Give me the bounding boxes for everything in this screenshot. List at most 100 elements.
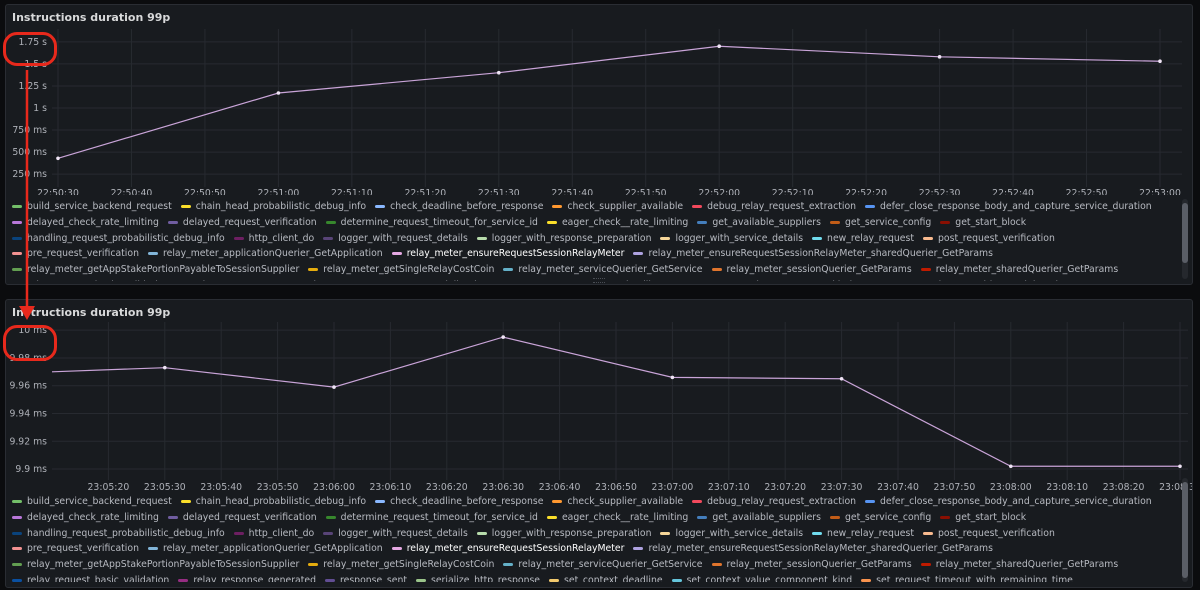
legend-item[interactable]: relay_response_generated [178,573,316,582]
legend-item[interactable]: relay_request_basic_validation [12,278,169,281]
legend-item[interactable]: defer_close_response_body_and_capture_se… [865,199,1152,215]
legend-item[interactable]: relay_meter_ensureRequestSessionRelayMet… [633,246,993,262]
legend-item[interactable]: determine_request_timeout_for_service_id [325,510,538,526]
data-point[interactable] [937,55,942,59]
legend-item[interactable]: delayed_check_rate_limiting [12,215,159,231]
legend-item[interactable]: relay_meter_sessionQuerier_GetParams [711,262,912,278]
legend-item[interactable]: relay_meter_getAppStakePortionPayableToS… [12,262,299,278]
legend-scrollbar-thumb[interactable] [1182,482,1188,578]
legend-item[interactable]: relay_meter_serviceQuerier_GetService [503,262,703,278]
legend-item[interactable]: get_start_block [940,215,1026,231]
legend-item[interactable]: relay_response_generated [178,278,316,281]
legend-item[interactable]: relay_meter_serviceQuerier_GetService [503,557,703,573]
legend-scrollbar-thumb[interactable] [1182,203,1188,263]
data-point[interactable] [1158,59,1162,64]
legend-item[interactable]: pre_request_verification [12,541,139,557]
legend-item[interactable]: relay_meter_applicationQuerier_GetApplic… [147,246,383,262]
legend-item[interactable]: relay_meter_sharedQuerier_GetParams [920,262,1118,278]
data-point[interactable] [163,365,167,370]
legend-item[interactable]: get_service_config [829,215,931,231]
panel-title[interactable]: Instructions duration 99p [12,11,171,24]
legend-item[interactable]: check_deadline_before_response [375,494,543,510]
legend-item[interactable]: response_sent [325,573,407,582]
legend-item[interactable]: relay_meter_getAppStakePortionPayableToS… [12,557,299,573]
data-point[interactable] [1009,464,1013,469]
series-line[interactable] [57,45,1161,159]
data-point[interactable] [497,70,501,75]
legend-item[interactable]: delayed_request_verification [167,510,317,526]
legend-item[interactable]: check_supplier_available [552,199,683,215]
panel-title[interactable]: Instructions duration 99p [12,306,171,319]
legend-item[interactable]: relay_meter_ensureRequestSessionRelayMet… [633,541,993,557]
legend-item[interactable]: check_supplier_available [552,494,683,510]
series-line[interactable] [51,336,1180,467]
legend-item[interactable]: defer_close_response_body_and_capture_se… [865,494,1152,510]
data-point[interactable] [717,44,721,49]
legend-item[interactable]: logger_with_request_details [323,526,468,542]
legend-item[interactable]: set_request_timeout_with_remaining_time [861,573,1073,582]
legend-item[interactable]: relay_meter_ensureRequestSessionRelayMet… [391,541,624,557]
legend-item[interactable]: debug_relay_request_extraction [692,494,856,510]
legend-item[interactable]: determine_request_timeout_for_service_id [325,215,538,231]
legend-item[interactable]: get_start_block [940,510,1026,526]
legend-item[interactable]: chain_head_probabilistic_debug_info [180,199,366,215]
legend-scrollbar[interactable] [1182,199,1188,279]
legend-swatch [920,268,931,272]
legend-item[interactable]: logger_with_service_details [660,526,803,542]
legend-item[interactable]: set_context_deadline [549,278,663,281]
legend-item[interactable]: eager_check__rate_limiting [546,510,688,526]
resize-handle[interactable] [593,278,605,283]
legend-item[interactable]: relay_meter_applicationQuerier_GetApplic… [147,541,383,557]
y-tick-label: 500 ms [12,147,47,158]
legend-item[interactable]: handling_request_probabilistic_debug_inf… [12,231,225,247]
data-point[interactable] [839,376,844,381]
legend-item[interactable]: handling_request_probabilistic_debug_inf… [12,526,225,542]
data-point[interactable] [56,156,60,161]
legend-item[interactable]: get_service_config [829,510,931,526]
legend-item[interactable]: logger_with_request_details [323,231,468,247]
legend-item[interactable]: response_sent [325,278,407,281]
y-tick-label: 9.9 ms [15,464,47,475]
legend-item[interactable]: logger_with_response_preparation [476,526,651,542]
legend-item[interactable]: relay_meter_getSingleRelayCostCoin [308,557,494,573]
legend-item[interactable]: serialize_http_response [415,573,540,582]
legend-item[interactable]: get_available_suppliers [697,510,821,526]
legend-item[interactable]: delayed_request_verification [167,215,317,231]
legend-item[interactable]: logger_with_service_details [660,231,803,247]
legend-item[interactable]: set_context_deadline [549,573,663,582]
legend-item[interactable]: set_request_timeout_with_remaining_time [861,278,1073,281]
legend-item[interactable]: relay_meter_sessionQuerier_GetParams [711,557,912,573]
legend-item[interactable]: eager_check__rate_limiting [546,215,688,231]
legend-item[interactable]: set_context_value_component_kind [672,278,853,281]
legend-item[interactable]: http_client_do [233,526,314,542]
legend-item[interactable]: debug_relay_request_extraction [692,199,856,215]
legend-item[interactable]: post_request_verification [923,231,1055,247]
legend-item[interactable]: logger_with_response_preparation [476,231,651,247]
legend-item[interactable]: relay_meter_ensureRequestSessionRelayMet… [391,246,624,262]
data-point[interactable] [670,375,675,380]
legend-item[interactable]: new_relay_request [812,526,914,542]
data-point[interactable] [501,335,506,339]
data-point[interactable] [276,91,281,95]
legend-item[interactable]: delayed_check_rate_limiting [12,510,159,526]
legend-swatch [920,563,931,567]
legend-item[interactable]: build_service_backend_request [12,199,172,215]
data-point[interactable] [1178,464,1182,469]
legend-item[interactable]: relay_request_basic_validation [12,573,169,582]
legend-item[interactable]: get_available_suppliers [697,215,821,231]
legend-item[interactable]: check_deadline_before_response [375,199,543,215]
legend-item[interactable]: relay_meter_getSingleRelayCostCoin [308,262,494,278]
legend-item[interactable]: relay_meter_sharedQuerier_GetParams [920,557,1118,573]
legend-item[interactable]: set_context_value_component_kind [671,573,852,582]
legend-item[interactable]: pre_request_verification [12,246,139,262]
legend-item[interactable]: http_client_do [233,231,314,247]
legend-item[interactable]: chain_head_probabilistic_debug_info [180,494,366,510]
data-point[interactable] [332,385,336,389]
legend-item[interactable]: build_service_backend_request [12,494,172,510]
legend-scrollbar[interactable] [1182,478,1188,582]
legend-item[interactable]: post_request_verification [923,526,1055,542]
legend-item[interactable]: serialize_http_response [416,278,540,281]
legend-item[interactable]: new_relay_request [812,231,914,247]
